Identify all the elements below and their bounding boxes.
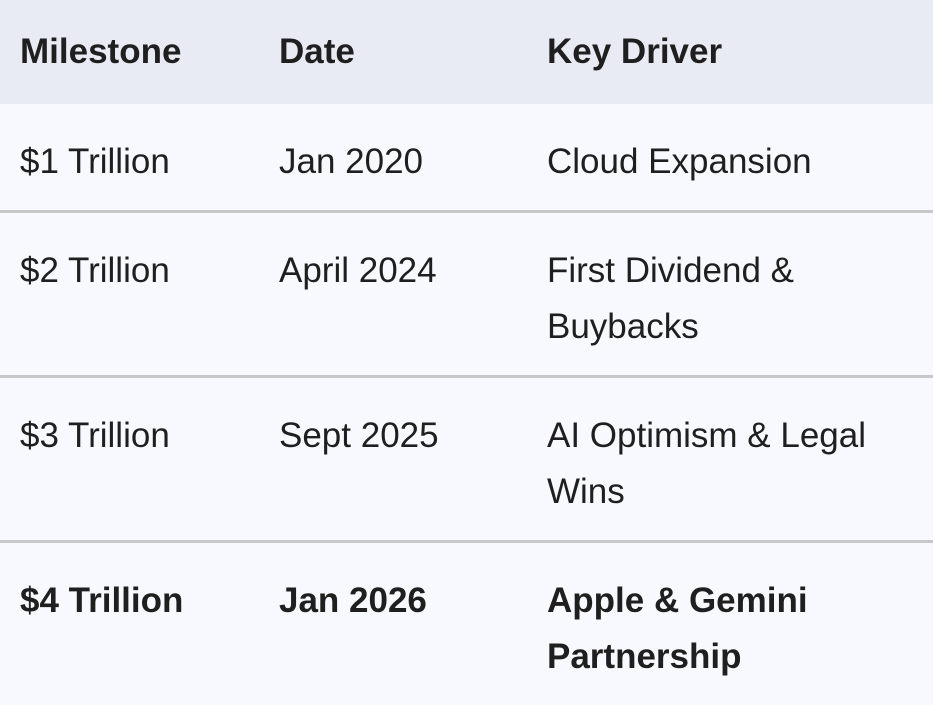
cell-date: April 2024 <box>259 212 527 377</box>
cell-milestone: $4 Trillion <box>0 542 259 705</box>
cell-key-driver: Cloud Expansion <box>527 104 933 212</box>
cell-key-driver: AI Optimism & Legal Wins <box>527 377 933 542</box>
header-date: Date <box>259 0 527 104</box>
header-milestone: Milestone <box>0 0 259 104</box>
cell-milestone: $1 Trillion <box>0 104 259 212</box>
cell-milestone: $2 Trillion <box>0 212 259 377</box>
cell-milestone: $3 Trillion <box>0 377 259 542</box>
table-row: $1 Trillion Jan 2020 Cloud Expansion <box>0 104 933 212</box>
cell-date: Jan 2020 <box>259 104 527 212</box>
table-row: $4 Trillion Jan 2026 Apple & Gemini Part… <box>0 542 933 705</box>
cell-date: Jan 2026 <box>259 542 527 705</box>
cell-key-driver: First Dividend & Buybacks <box>527 212 933 377</box>
header-key-driver: Key Driver <box>527 0 933 104</box>
cell-date: Sept 2025 <box>259 377 527 542</box>
cell-key-driver: Apple & Gemini Partnership <box>527 542 933 705</box>
table-row: $2 Trillion April 2024 First Dividend & … <box>0 212 933 377</box>
table-row: $3 Trillion Sept 2025 AI Optimism & Lega… <box>0 377 933 542</box>
table-header-row: Milestone Date Key Driver <box>0 0 933 104</box>
